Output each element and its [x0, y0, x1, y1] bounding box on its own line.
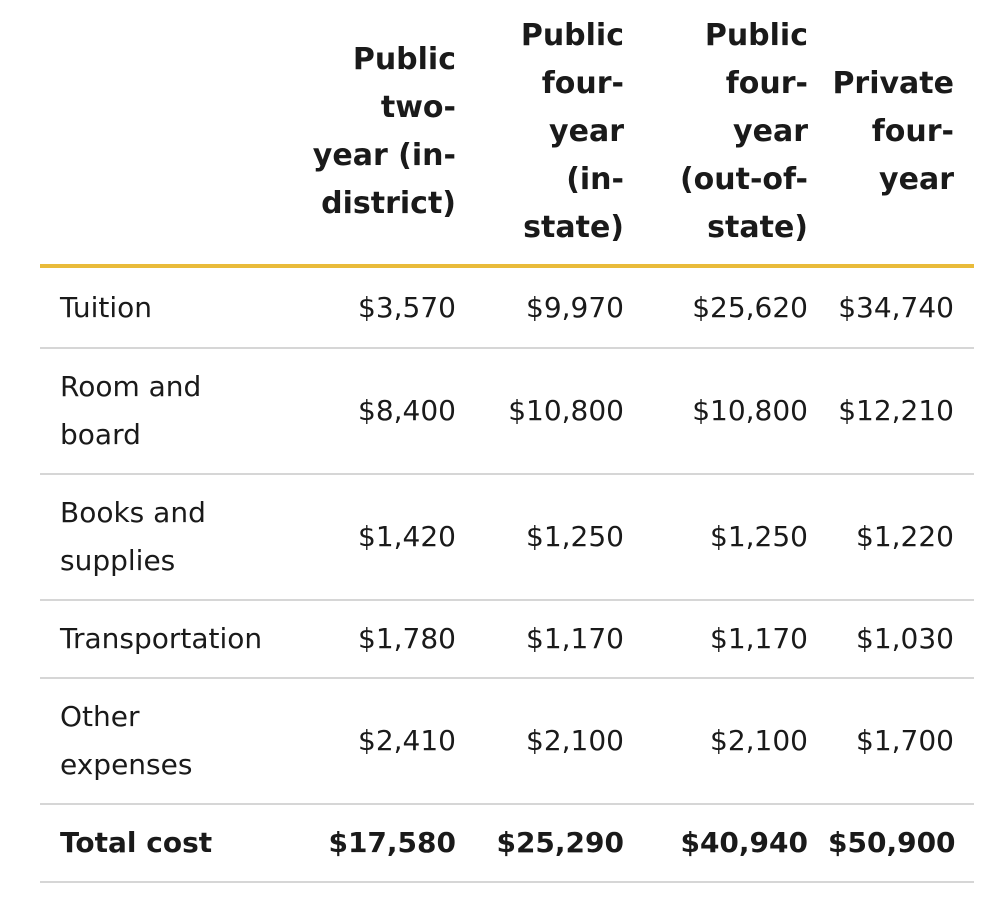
table-cell: $1,220 — [828, 474, 974, 601]
row-label-line: Tuition — [60, 290, 153, 324]
row-label: Room and board — [40, 348, 310, 475]
header-line: Public — [704, 18, 808, 53]
table-cell: $1,170 — [644, 600, 828, 679]
header-line: four- — [541, 66, 624, 101]
total-cell: $17,580 — [310, 804, 476, 883]
row-label-line: expenses — [60, 748, 193, 781]
header-private-four-year: Private four- year — [828, 0, 974, 268]
table-cell: $1,030 — [828, 600, 974, 679]
header-line: (in- — [566, 162, 624, 197]
row-label: Transportation — [40, 600, 310, 679]
header-line: year (in- — [312, 138, 456, 173]
header-line: year — [733, 114, 808, 149]
row-label-line: Room and — [60, 370, 202, 403]
row-label-line: Books and — [60, 496, 206, 529]
row-label: Other expenses — [40, 678, 310, 805]
header-line: Public — [520, 18, 624, 53]
header-line: Private — [832, 66, 954, 101]
table-cell: $1,250 — [644, 474, 828, 601]
table-cell: $1,780 — [310, 600, 476, 679]
total-cell: $50,900 — [828, 804, 974, 883]
table-cell: $10,800 — [476, 348, 644, 475]
header-line: year — [549, 114, 624, 149]
header-line: district) — [321, 186, 456, 221]
header-line: state) — [523, 210, 624, 245]
table-cell: $2,100 — [476, 678, 644, 805]
header-line: Public — [352, 42, 456, 77]
header-public-four-year-out-of-state: Public four- year (out-of- state) — [644, 0, 828, 268]
table-cell: $2,100 — [644, 678, 828, 805]
table-row: Room and board $8,400 $10,800 $10,800 $1… — [40, 348, 974, 475]
table-cell: $1,170 — [476, 600, 644, 679]
table-cell: $10,800 — [644, 348, 828, 475]
table-cell: $8,400 — [310, 348, 476, 475]
row-label-line: Transportation — [60, 622, 263, 655]
header-empty-cell — [40, 0, 310, 268]
header-line: (out-of- — [679, 162, 808, 197]
row-label-line: Other — [60, 700, 140, 733]
row-label-line: supplies — [60, 544, 176, 577]
college-cost-table: Public two- year (in- district) Public f… — [40, 0, 974, 883]
table-cell: $1,250 — [476, 474, 644, 601]
table-row: Other expenses $2,410 $2,100 $2,100 $1,7… — [40, 678, 974, 805]
row-label-line: board — [60, 418, 141, 451]
table-cell: $9,970 — [476, 266, 644, 349]
table-cell: $34,740 — [828, 266, 974, 349]
table-cell: $12,210 — [828, 348, 974, 475]
header-line: four- — [725, 66, 808, 101]
header-public-four-year-in-state: Public four- year (in- state) — [476, 0, 644, 268]
table-cell: $1,700 — [828, 678, 974, 805]
table-row: Tuition $3,570 $9,970 $25,620 $34,740 — [40, 266, 974, 349]
table-row: Books and supplies $1,420 $1,250 $1,250 … — [40, 474, 974, 601]
table-cell: $25,620 — [644, 266, 828, 349]
header-line: two- — [380, 90, 456, 125]
table-cell: $2,410 — [310, 678, 476, 805]
header-public-two-year: Public two- year (in- district) — [310, 0, 476, 268]
table-cell: $3,570 — [310, 266, 476, 349]
header-line: four- — [871, 114, 954, 149]
header-line: year — [879, 162, 954, 197]
row-label: Books and supplies — [40, 474, 310, 601]
table-cell: $1,420 — [310, 474, 476, 601]
total-cell: $40,940 — [644, 804, 828, 883]
cost-table-container: Public two- year (in- district) Public f… — [40, 0, 974, 883]
total-label: Total cost — [40, 804, 310, 883]
header-row: Public two- year (in- district) Public f… — [40, 0, 974, 268]
header-line: state) — [707, 210, 808, 245]
total-row: Total cost $17,580 $25,290 $40,940 $50,9… — [40, 804, 974, 883]
total-cell: $25,290 — [476, 804, 644, 883]
row-label: Tuition — [40, 266, 310, 349]
table-row: Transportation $1,780 $1,170 $1,170 $1,0… — [40, 600, 974, 679]
